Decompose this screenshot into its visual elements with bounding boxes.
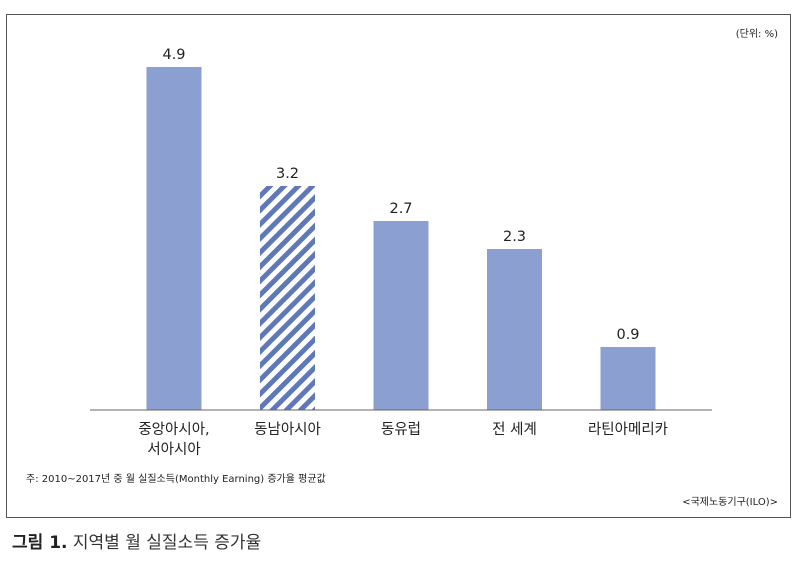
bar-1 — [146, 67, 202, 410]
category-label-2: 동남아시아 — [254, 421, 321, 438]
category-label-3: 동유럽 — [381, 421, 421, 438]
value-label-3: 2.7 — [389, 201, 412, 217]
value-label-2: 3.2 — [276, 166, 299, 182]
unit-note: (단위: %) — [735, 29, 778, 40]
category-label-4: 전 세계 — [492, 421, 537, 438]
category-label-1-line-1: 중앙아시아, — [138, 421, 209, 438]
chart-frame — [6, 14, 791, 518]
source-note: <국제노동기구(ILO)> — [682, 497, 778, 508]
bars-group — [146, 67, 656, 410]
value-label-1: 4.9 — [162, 47, 185, 63]
value-label-5: 0.9 — [616, 327, 639, 343]
figure-number: 그림 1. — [12, 533, 68, 553]
bar-3 — [373, 221, 429, 410]
bar-5 — [600, 347, 656, 410]
bar-4 — [487, 249, 542, 410]
labels-group: 4.9 중앙아시아, 서아시아 3.2 동남아시아 2.7 동유럽 2.3 전 세계 0.9 라틴아… — [138, 47, 668, 458]
figure-caption: 그림 1. 지역별 월 실질소득 증가율 — [12, 528, 261, 553]
figure-title: 지역별 월 실질소득 증가율 — [72, 533, 262, 553]
value-label-4: 2.3 — [503, 229, 526, 245]
category-label-1-line-2: 서아시아 — [147, 441, 200, 458]
footnote: 주: 2010~2017년 중 월 실질소득(Monthly Earning) … — [26, 474, 326, 485]
category-label-5: 라틴아메리카 — [588, 421, 668, 438]
bar-2 — [260, 186, 315, 410]
